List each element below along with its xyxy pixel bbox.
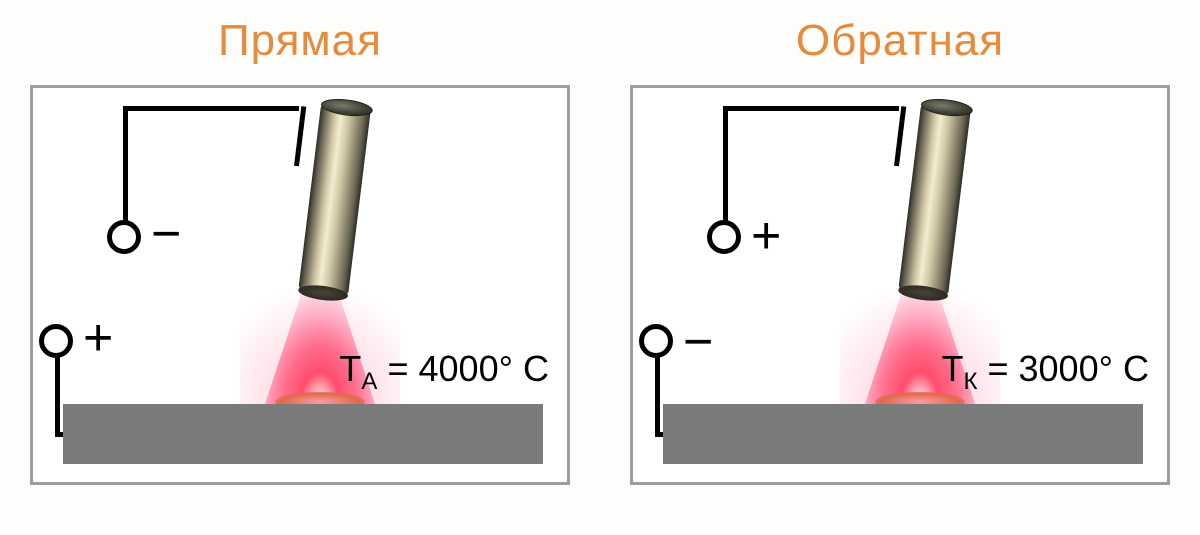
temp-unit: ° С bbox=[499, 348, 549, 389]
polarity-top: + bbox=[751, 210, 781, 262]
wire-top-horizontal bbox=[123, 106, 299, 111]
temp-value: 4000 bbox=[419, 348, 499, 389]
panel-title: Обратная bbox=[600, 16, 1200, 66]
panel-direct: Прямая − + TА = bbox=[0, 0, 600, 535]
terminal-top bbox=[707, 220, 741, 254]
wire-top-vertical bbox=[894, 106, 906, 166]
polarity-top: − bbox=[151, 208, 181, 260]
diagram-box: + − TК = 3000° С bbox=[630, 85, 1170, 485]
electrode bbox=[298, 102, 371, 297]
temperature-label: TА = 4000° С bbox=[339, 348, 549, 396]
temp-symbol: T bbox=[941, 348, 963, 389]
diagram-box: − + TА = 4000° С bbox=[30, 85, 570, 485]
temp-equals: = bbox=[387, 348, 408, 389]
terminal-top bbox=[107, 220, 141, 254]
wire-bottom-vertical bbox=[55, 352, 60, 437]
diagram-container: Прямая − + TА = bbox=[0, 0, 1200, 535]
temp-symbol: T bbox=[339, 348, 361, 389]
electrode bbox=[898, 102, 971, 297]
panel-title: Прямая bbox=[0, 16, 600, 66]
wire-top-drop bbox=[723, 106, 728, 226]
terminal-bottom bbox=[39, 324, 73, 358]
electrode-body bbox=[898, 102, 971, 297]
temp-equals: = bbox=[987, 348, 1008, 389]
wire-bottom-vertical bbox=[655, 352, 660, 437]
temperature-label: TК = 3000° С bbox=[941, 348, 1149, 396]
wire-top-drop bbox=[123, 106, 128, 226]
panel-reverse: Обратная + − TК = 3000° С bbox=[600, 0, 1200, 535]
temp-subscript: А bbox=[361, 368, 377, 395]
workpiece-slab bbox=[63, 404, 543, 464]
electrode-body bbox=[298, 102, 371, 297]
terminal-bottom bbox=[639, 324, 673, 358]
temp-subscript: К bbox=[963, 368, 977, 395]
wire-top-vertical bbox=[294, 106, 306, 166]
temp-value: 3000 bbox=[1019, 348, 1099, 389]
wire-top-horizontal bbox=[723, 106, 899, 111]
workpiece-slab bbox=[663, 404, 1143, 464]
polarity-bottom: + bbox=[83, 312, 113, 364]
temp-unit: ° С bbox=[1099, 348, 1149, 389]
polarity-bottom: − bbox=[683, 316, 713, 368]
